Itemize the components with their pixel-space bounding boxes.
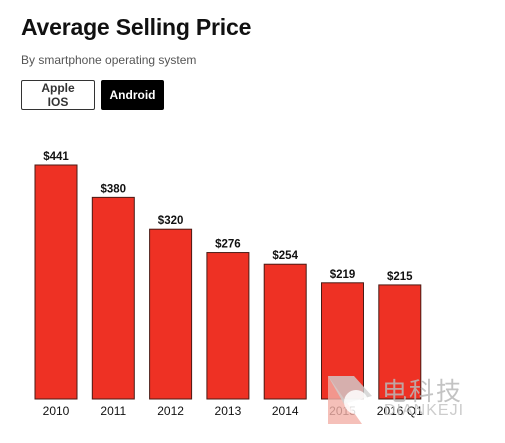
value-labels-layer: $441 $380 $320 $276 $254 $219 $215: [43, 151, 413, 283]
x-tick-label: 2016 Q1: [377, 404, 423, 418]
bar-2010: [34, 164, 78, 400]
chart-subtitle: By smartphone operating system: [21, 53, 197, 67]
x-tick-label: 2013: [215, 404, 242, 418]
bar-value-label: $276: [215, 239, 241, 251]
tick-labels-layer: 2010 2011 2012 2013 2014 2015 2016 Q1: [43, 404, 423, 418]
bar-2015: [321, 282, 364, 400]
bar-value-label: $215: [387, 271, 413, 283]
bars-layer: [34, 164, 422, 400]
bar-value-label: $441: [43, 151, 69, 163]
bar-2014: [263, 263, 307, 400]
x-tick-label: 2011: [100, 404, 126, 418]
x-tick-label: 2014: [272, 404, 299, 418]
chart-title: Average Selling Price: [21, 14, 252, 40]
x-tick-label: 2010: [43, 404, 70, 418]
bar-2013: [206, 252, 250, 400]
bar-value-label: $320: [158, 215, 184, 227]
os-toggle-group: Apple IOS Android: [21, 80, 164, 110]
android-button[interactable]: Android: [101, 80, 164, 110]
bar-2012: [149, 228, 193, 400]
x-tick-label: 2015: [329, 404, 356, 418]
apple-ios-button[interactable]: Apple IOS: [21, 80, 95, 110]
bar-2016-q1: [378, 284, 422, 400]
bar-value-label: $380: [101, 183, 127, 195]
bar-value-label: $254: [272, 250, 298, 262]
bar-2011: [91, 196, 135, 400]
bar-value-label: $219: [330, 269, 356, 281]
x-tick-label: 2012: [157, 404, 184, 418]
